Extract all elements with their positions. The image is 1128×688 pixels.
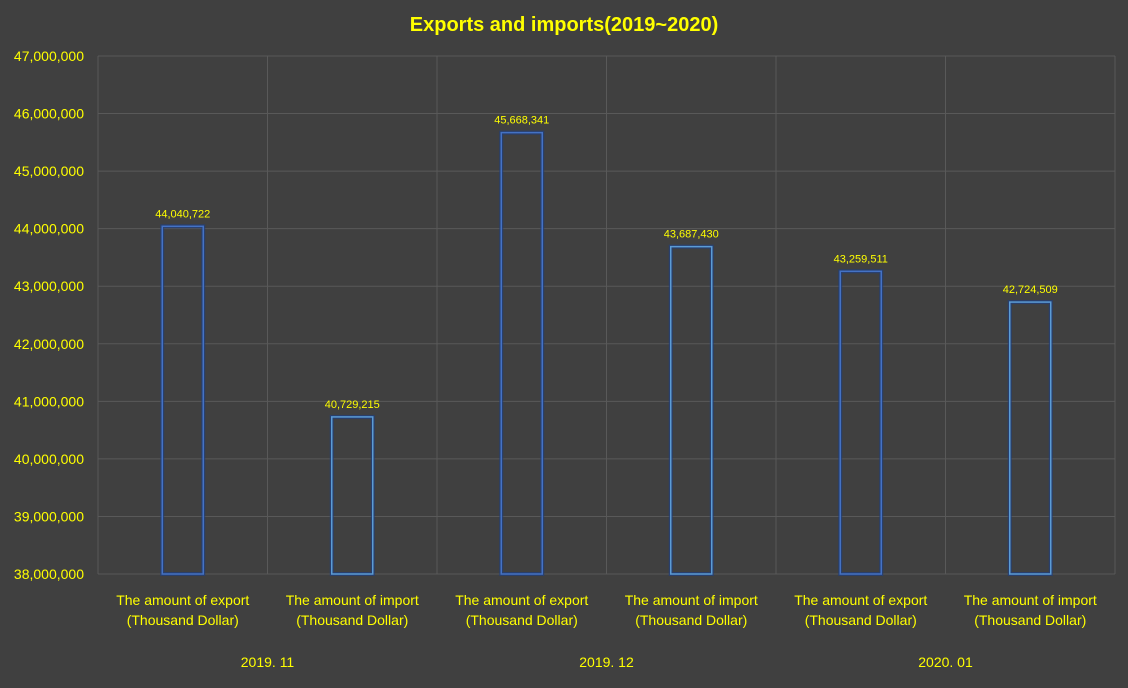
y-tick-label: 43,000,000 (14, 278, 84, 294)
category-label: (Thousand Dollar) (127, 612, 239, 628)
y-tick-label: 39,000,000 (14, 508, 84, 524)
category-label: The amount of import (964, 592, 1097, 608)
import-bar (331, 416, 374, 575)
data-label: 40,729,215 (325, 399, 380, 411)
category-label: The amount of export (116, 592, 249, 608)
bar-layer (160, 130, 1053, 577)
chart-title: Exports and imports(2019~2020) (410, 14, 718, 36)
data-label: 42,724,509 (1003, 284, 1058, 296)
y-tick-label: 44,000,000 (14, 221, 84, 237)
grid-layer (97, 55, 1116, 575)
data-label: 43,687,430 (664, 229, 719, 241)
import-bar (1009, 301, 1052, 575)
category-label: The amount of export (794, 592, 927, 608)
data-label: 43,259,511 (834, 253, 888, 265)
data-label: 45,668,341 (494, 115, 549, 127)
category-label: (Thousand Dollar) (974, 612, 1086, 628)
y-tick-label: 46,000,000 (14, 106, 84, 122)
category-label: The amount of export (455, 592, 588, 608)
y-tick-label: 41,000,000 (14, 393, 84, 409)
export-bar (839, 270, 882, 575)
group-label: 2020. 01 (918, 654, 973, 670)
group-label: 2019. 12 (579, 654, 634, 670)
category-label: (Thousand Dollar) (466, 612, 578, 628)
category-label: The amount of import (625, 592, 758, 608)
category-label: (Thousand Dollar) (296, 612, 408, 628)
category-label: The amount of import (286, 592, 419, 608)
group-label: 2019. 11 (241, 654, 295, 670)
category-label: (Thousand Dollar) (805, 612, 917, 628)
y-tick-label: 45,000,000 (14, 163, 84, 179)
y-tick-label: 38,000,000 (14, 566, 84, 582)
y-tick-label: 47,000,000 (14, 48, 84, 64)
y-tick-label: 42,000,000 (14, 336, 84, 352)
import-bar (670, 245, 713, 575)
export-bar (500, 131, 543, 575)
category-label: (Thousand Dollar) (635, 612, 747, 628)
label-layer: 38,000,000 39,000,000 40,000,000 41,000,000… (14, 48, 1097, 670)
y-tick-label: 40,000,000 (14, 451, 84, 467)
data-label: 44,040,722 (155, 208, 210, 220)
export-bar (161, 225, 204, 575)
